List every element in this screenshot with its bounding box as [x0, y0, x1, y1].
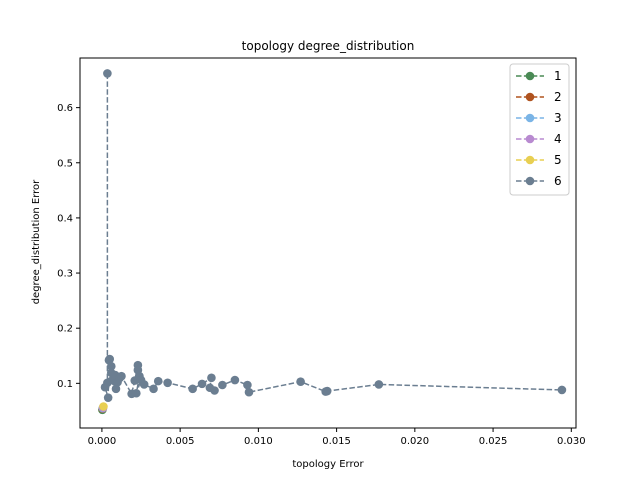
series-6-point — [100, 382, 110, 392]
legend-label: 6 — [554, 174, 562, 188]
series-6-point — [210, 386, 219, 395]
x-tick-label: 0.015 — [322, 436, 351, 447]
series-6-point — [243, 380, 252, 390]
series-6-point — [105, 354, 115, 364]
chart-title: topology degree_distribution — [242, 39, 415, 53]
series-6-point — [153, 376, 163, 386]
series-6-point — [374, 380, 384, 389]
legend-entry: 2 — [516, 90, 562, 104]
legend-marker — [525, 113, 535, 123]
x-tick-label: 0.010 — [244, 436, 273, 447]
legend-label: 2 — [554, 90, 562, 104]
axes-frame — [79, 57, 577, 429]
x-tick-label: 0.030 — [557, 436, 586, 447]
series-6-point — [103, 69, 112, 78]
legend-entry: 1 — [516, 69, 562, 83]
series-6-point — [149, 384, 158, 394]
series-6-point — [103, 393, 113, 402]
x-axis: 0.000 0.005 0.010 0.015 0.020 0.025 0.030 — [88, 428, 586, 447]
series-5-point — [99, 402, 108, 411]
y-tick-label: 0.5 — [57, 158, 73, 169]
legend-marker — [525, 134, 535, 144]
series-6-point — [111, 384, 121, 394]
y-tick-label: 0.6 — [57, 103, 73, 114]
y-tick-label: 0.4 — [57, 213, 73, 224]
x-tick-label: 0.020 — [401, 436, 430, 447]
series-6-point — [188, 384, 197, 394]
x-axis-label: topology Error — [292, 459, 364, 470]
legend-label: 1 — [554, 69, 562, 83]
legend-label: 4 — [554, 132, 562, 146]
series-6 — [100, 69, 567, 402]
legend-label: 5 — [554, 153, 562, 167]
legend-entry: 5 — [516, 153, 562, 167]
series-6-point — [139, 380, 149, 389]
y-axis-label: degree_distribution Error — [31, 179, 42, 304]
y-tick-label: 0.2 — [57, 324, 73, 335]
legend-marker — [525, 92, 535, 102]
legend-marker — [525, 155, 535, 165]
x-tick-label: 0.005 — [166, 436, 195, 447]
y-tick-label: 0.3 — [57, 269, 73, 280]
series-6-point — [244, 387, 254, 397]
plot-area — [98, 69, 567, 415]
legend-marker — [525, 71, 535, 81]
series-6-point — [218, 380, 227, 390]
legend-label: 3 — [554, 111, 562, 125]
series-6-point — [557, 385, 567, 395]
series-6-point — [117, 371, 126, 381]
legend: 1 2 3 4 5 6 — [509, 63, 570, 196]
series-6-point — [132, 388, 141, 398]
series-6-point — [296, 377, 305, 386]
legend-entry: 6 — [516, 174, 562, 188]
series-5 — [99, 402, 108, 411]
x-tick-label: 0.000 — [88, 436, 117, 447]
legend-marker — [525, 176, 535, 186]
series-6-point — [106, 361, 116, 371]
series-6-point — [163, 378, 172, 388]
y-axis: 0.1 0.2 0.3 0.4 0.5 0.6 — [57, 103, 80, 390]
series-6-point — [230, 375, 240, 385]
x-tick-label: 0.025 — [479, 436, 508, 447]
series-6-point — [197, 379, 207, 389]
y-tick-label: 0.1 — [57, 379, 73, 390]
legend-entry: 4 — [516, 132, 562, 146]
series-6-point — [322, 386, 332, 396]
legend-entry: 3 — [516, 111, 562, 125]
series-6-point — [207, 373, 216, 383]
